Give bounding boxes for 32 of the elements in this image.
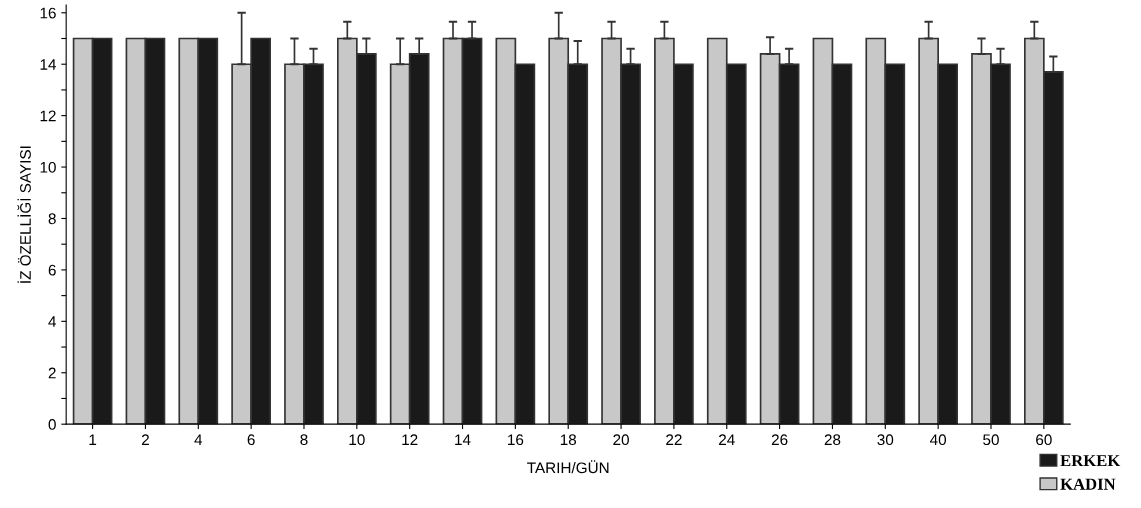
y-tick-label: 16 (40, 7, 56, 19)
legend-label: KADIN (1060, 478, 1116, 490)
y-tick-label: 12 (40, 110, 56, 122)
y-tick-label: 2 (48, 367, 56, 379)
x-tick-label: 2 (141, 434, 149, 445)
x-tick-label: 28 (824, 434, 841, 446)
y-tick-label: 0 (48, 419, 56, 430)
x-tick-label: 50 (983, 434, 999, 446)
x-tick-label: 30 (877, 434, 894, 446)
x-tick-label: 6 (247, 434, 255, 446)
x-tick-label: 60 (1036, 434, 1052, 446)
x-tick-label: 8 (300, 434, 308, 446)
x-tick-label: 18 (560, 434, 577, 446)
legend-label: ERKEK (1060, 455, 1121, 467)
y-tick-label: 14 (40, 59, 57, 70)
x-tick-label: 26 (771, 434, 788, 446)
y-axis-title: İZ ÖZELLİĞİ SAYISI (17, 146, 31, 283)
x-tick-label: 10 (349, 434, 365, 446)
y-tick-label: 8 (48, 213, 56, 225)
y-tick-label: 4 (48, 316, 57, 327)
y-tick-label: 10 (40, 161, 56, 173)
y-tick-label: 6 (48, 264, 56, 276)
x-axis-title: TARIH/GÜN (527, 460, 609, 474)
x-tick-label: 14 (455, 434, 471, 445)
x-tick-label: 22 (666, 434, 682, 445)
x-tick-label: 20 (613, 434, 629, 446)
x-tick-label: 1 (89, 434, 97, 445)
x-tick-label: 40 (930, 434, 947, 446)
x-tick-label: 16 (508, 434, 524, 446)
x-tick-label: 4 (194, 434, 203, 445)
x-tick-label: 24 (719, 434, 735, 445)
x-tick-label: 12 (402, 434, 418, 445)
